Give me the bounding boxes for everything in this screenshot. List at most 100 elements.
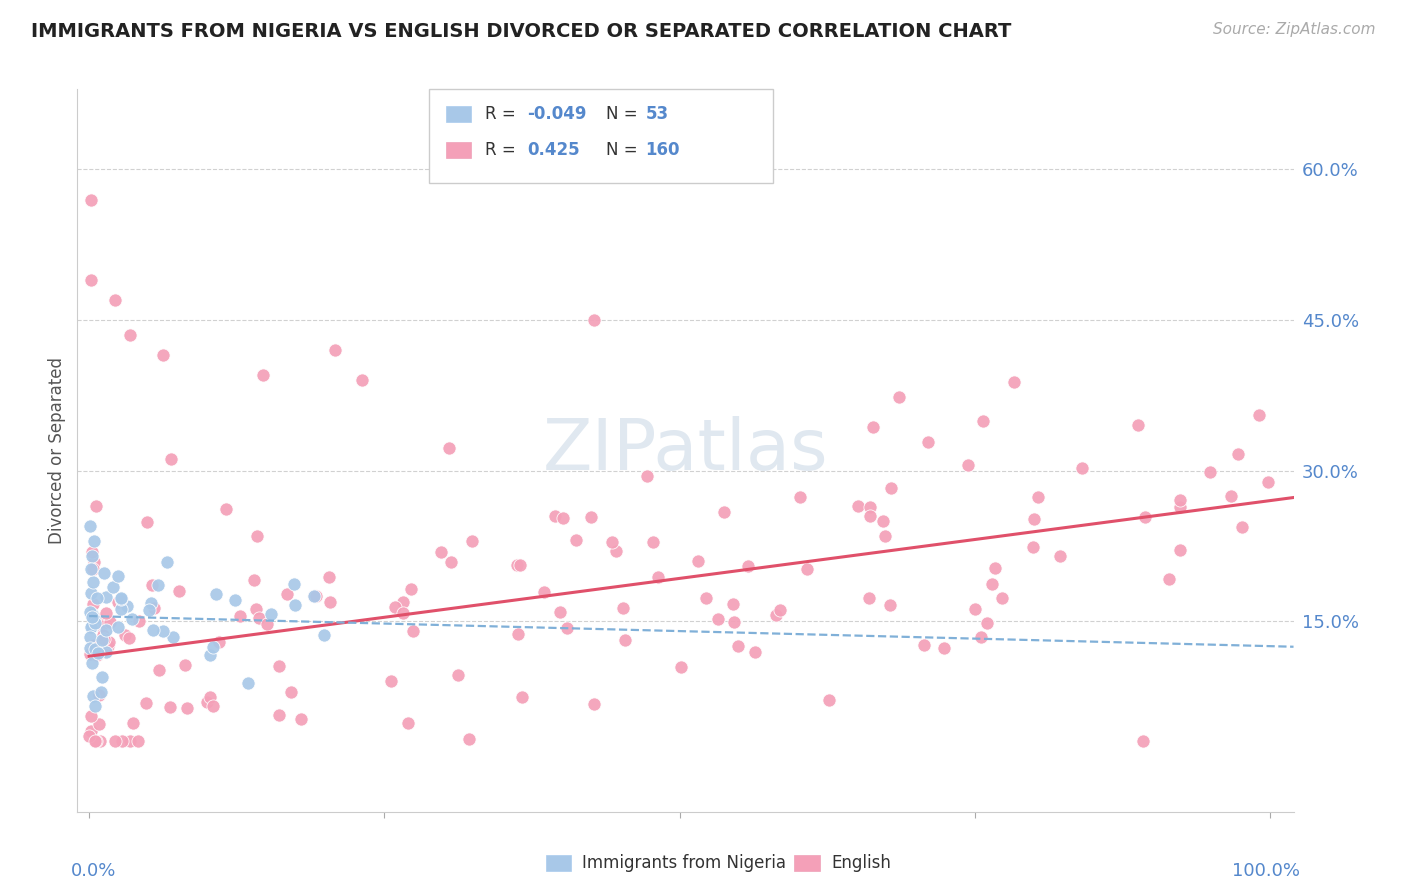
- Point: [80, 273, 103, 287]
- Text: 0.425: 0.425: [527, 141, 579, 159]
- Point: [1132, 734, 1154, 748]
- Point: [862, 420, 884, 434]
- Point: [246, 528, 269, 542]
- Point: [87, 612, 110, 626]
- Point: [1128, 418, 1150, 433]
- Point: [84, 500, 107, 514]
- Text: English: English: [831, 855, 891, 872]
- Text: N =: N =: [606, 141, 637, 159]
- Point: [970, 630, 993, 644]
- Point: [669, 659, 692, 673]
- Point: [1257, 475, 1279, 489]
- Text: 100.0%: 100.0%: [1232, 863, 1299, 880]
- Point: [579, 509, 602, 524]
- Point: [319, 595, 342, 609]
- Point: [215, 501, 238, 516]
- Point: [290, 712, 312, 726]
- Point: [957, 458, 980, 473]
- Point: [89, 688, 111, 702]
- Point: [1168, 500, 1191, 515]
- Text: Immigrants from Nigeria: Immigrants from Nigeria: [582, 855, 786, 872]
- Point: [269, 707, 291, 722]
- Point: [90, 670, 112, 684]
- Point: [205, 587, 228, 601]
- Point: [148, 663, 170, 677]
- Point: [858, 591, 880, 606]
- Text: 160: 160: [645, 141, 681, 159]
- Point: [1022, 540, 1045, 554]
- Point: [243, 573, 266, 587]
- Point: [96, 624, 118, 638]
- Point: [565, 533, 588, 547]
- Point: [447, 668, 470, 682]
- Point: [510, 690, 533, 705]
- Point: [82, 619, 104, 633]
- Point: [141, 577, 163, 591]
- Point: [101, 580, 124, 594]
- Point: [195, 695, 218, 709]
- Point: [430, 544, 453, 558]
- Point: [723, 597, 745, 611]
- Point: [80, 656, 103, 670]
- Text: ZIPatlas: ZIPatlas: [543, 416, 828, 485]
- Point: [135, 697, 157, 711]
- Point: [159, 700, 181, 714]
- Point: [115, 599, 138, 613]
- Point: [84, 699, 107, 714]
- Point: [506, 558, 529, 572]
- Point: [1220, 489, 1243, 503]
- Point: [87, 646, 110, 660]
- Point: [89, 734, 111, 748]
- Point: [1198, 465, 1220, 479]
- Point: [245, 602, 267, 616]
- Point: [142, 601, 165, 615]
- Point: [208, 635, 231, 649]
- Point: [280, 685, 302, 699]
- Point: [713, 505, 735, 519]
- Point: [82, 597, 104, 611]
- Point: [91, 628, 114, 642]
- Point: [1026, 490, 1049, 504]
- Point: [83, 638, 105, 652]
- Point: [228, 609, 250, 624]
- Point: [818, 692, 841, 706]
- Point: [789, 490, 811, 504]
- Point: [84, 734, 107, 748]
- Point: [110, 592, 132, 607]
- Point: [1230, 519, 1253, 533]
- Text: 53: 53: [645, 105, 668, 123]
- Point: [83, 612, 105, 626]
- Point: [201, 640, 224, 654]
- Point: [1170, 543, 1192, 558]
- Point: [83, 555, 105, 569]
- Point: [91, 633, 114, 648]
- Point: [846, 499, 869, 513]
- Point: [600, 535, 623, 549]
- Point: [769, 603, 792, 617]
- Point: [402, 624, 425, 639]
- Point: [256, 617, 278, 632]
- Point: [79, 729, 101, 743]
- Point: [118, 328, 141, 343]
- Point: [737, 558, 759, 573]
- Point: [84, 641, 107, 656]
- Point: [93, 566, 115, 580]
- Point: [323, 343, 346, 358]
- Point: [94, 606, 117, 620]
- Point: [80, 620, 103, 634]
- Point: [284, 599, 307, 613]
- Point: [174, 658, 197, 673]
- Point: [90, 619, 112, 633]
- Point: [142, 624, 165, 638]
- Point: [138, 603, 160, 617]
- Point: [439, 441, 461, 455]
- Point: [304, 589, 326, 603]
- Point: [82, 574, 104, 589]
- Point: [612, 601, 634, 615]
- Point: [932, 641, 955, 656]
- Point: [128, 614, 150, 628]
- Point: [198, 690, 221, 705]
- Point: [94, 645, 117, 659]
- Point: [304, 590, 326, 604]
- Text: Source: ZipAtlas.com: Source: ZipAtlas.com: [1212, 22, 1375, 37]
